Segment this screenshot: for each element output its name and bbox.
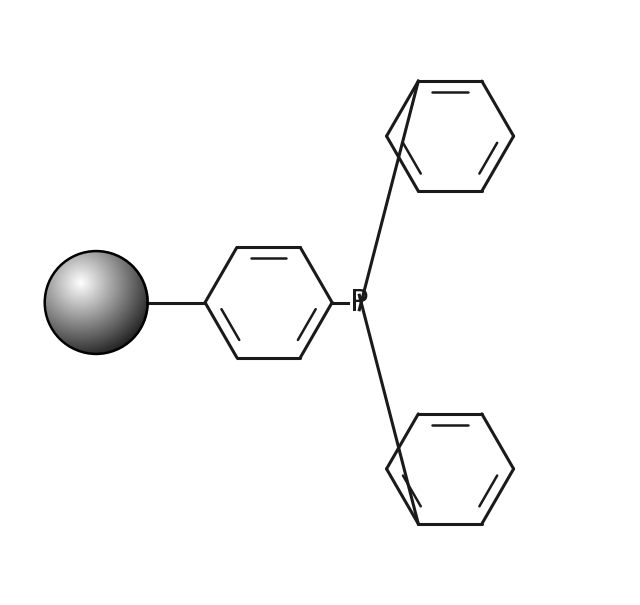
- Text: P: P: [350, 288, 369, 317]
